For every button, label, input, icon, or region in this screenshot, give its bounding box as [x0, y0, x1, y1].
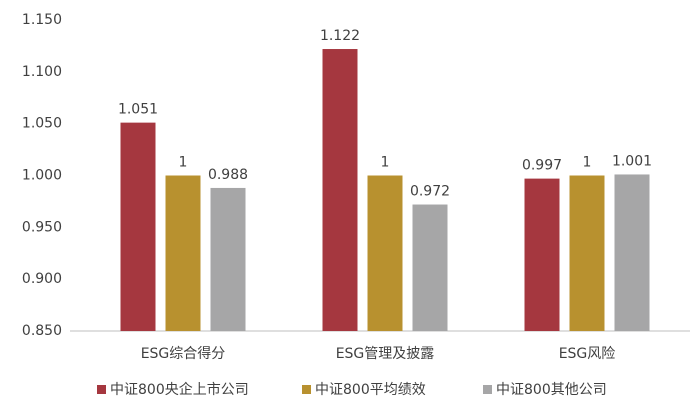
legend-swatch	[302, 385, 311, 394]
legend-label: 中证800平均绩效	[315, 382, 426, 398]
data-label: 1.051	[118, 102, 158, 118]
data-label: 1.001	[612, 153, 652, 169]
y-tick-label: 1.150	[22, 12, 62, 28]
bar	[614, 174, 650, 331]
y-tick-label: 1.000	[22, 168, 62, 184]
y-tick-label: 0.950	[22, 219, 62, 235]
bar	[322, 49, 358, 331]
data-label: 0.988	[208, 167, 248, 183]
data-label: 1.122	[320, 28, 360, 44]
bar	[120, 122, 156, 331]
x-tick-label: ESG风险	[559, 346, 616, 362]
data-label: 0.972	[410, 184, 450, 200]
y-tick-label: 0.900	[22, 271, 62, 287]
y-tick-label: 1.050	[22, 116, 62, 132]
bar	[210, 187, 246, 331]
data-label: 0.997	[522, 158, 562, 174]
data-label: 1	[179, 155, 188, 171]
bar	[412, 204, 448, 331]
legend-label: 中证800其他公司	[496, 382, 607, 398]
legend-swatch	[483, 385, 492, 394]
data-label: 1	[583, 155, 592, 171]
legend-label: 中证800央企上市公司	[110, 381, 249, 398]
bar	[165, 175, 201, 331]
y-tick-label: 0.850	[22, 323, 62, 339]
legend-swatch	[97, 385, 106, 394]
y-tick-label: 1.100	[22, 64, 62, 80]
bar	[569, 175, 605, 331]
x-tick-label: ESG管理及披露	[336, 346, 435, 362]
bar	[524, 178, 560, 331]
x-tick-label: ESG综合得分	[141, 345, 226, 362]
bar	[367, 175, 403, 331]
data-label: 1	[381, 155, 390, 171]
